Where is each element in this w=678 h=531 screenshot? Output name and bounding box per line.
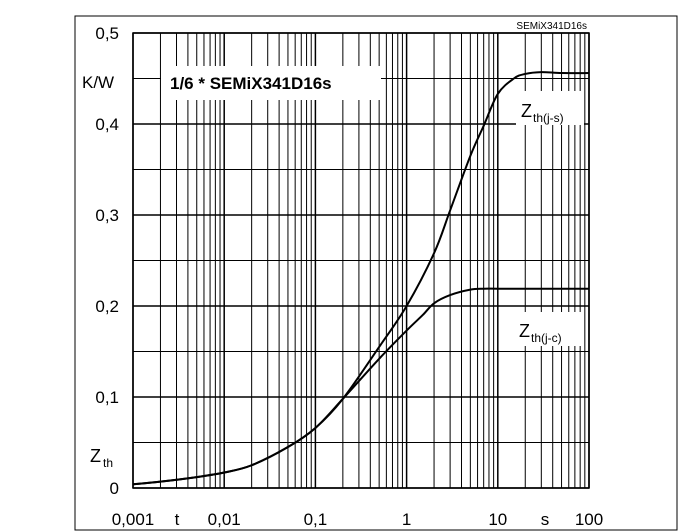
y-tick-label: 0,5 (95, 24, 119, 43)
x-unit-label: s (541, 510, 550, 529)
y-axis-label-sub: th (103, 456, 113, 470)
outer-frame (74, 15, 678, 531)
chart-title: 1/6 * SEMiX341D16s (170, 74, 332, 93)
plot-area-frame (132, 32, 590, 489)
x-tick-label: 0,1 (304, 510, 328, 529)
y-axis-label-main: Z (90, 446, 101, 466)
series-label-jc: Z th(j-c) (519, 321, 562, 345)
y-tick-label: 0,3 (95, 206, 119, 225)
y-tick-label: 0,1 (95, 388, 119, 407)
x-tick-label: 100 (575, 510, 603, 529)
y-tick-label: 0 (110, 479, 119, 498)
x-tick-label: 0,01 (208, 510, 241, 529)
y-axis-label: Z th (90, 446, 113, 470)
x-tick-label: 1 (402, 510, 411, 529)
minor-gridlines (133, 33, 589, 488)
series-label-js: Z th(j-s) (521, 101, 564, 125)
y-unit-label: K/W (82, 73, 114, 92)
x-tick-label: 10 (488, 510, 507, 529)
title-box (161, 66, 381, 100)
y-tick-label: 0,4 (95, 115, 119, 134)
x-axis-label: t (175, 510, 180, 529)
series-label-jc-main: Z (519, 321, 530, 341)
tick-labels: 0,001 0,01 0,1 1 10 100 0 0,1 0,2 0,3 0,4 0,5 (95, 24, 603, 529)
series-line-zth-jc (132, 287, 589, 486)
series-label-box-jc (514, 312, 584, 346)
chart-header: SEMiX341D16s (516, 21, 587, 32)
x-tick-label: 0,001 (112, 510, 155, 529)
series-label-js-sub: th(j-s) (533, 111, 564, 125)
series-label-jc-sub: th(j-c) (531, 331, 562, 345)
series-label-js-main: Z (521, 101, 532, 121)
series-layer (132, 71, 590, 486)
series-label-box-js (516, 91, 584, 125)
y-tick-label: 0,2 (95, 297, 119, 316)
